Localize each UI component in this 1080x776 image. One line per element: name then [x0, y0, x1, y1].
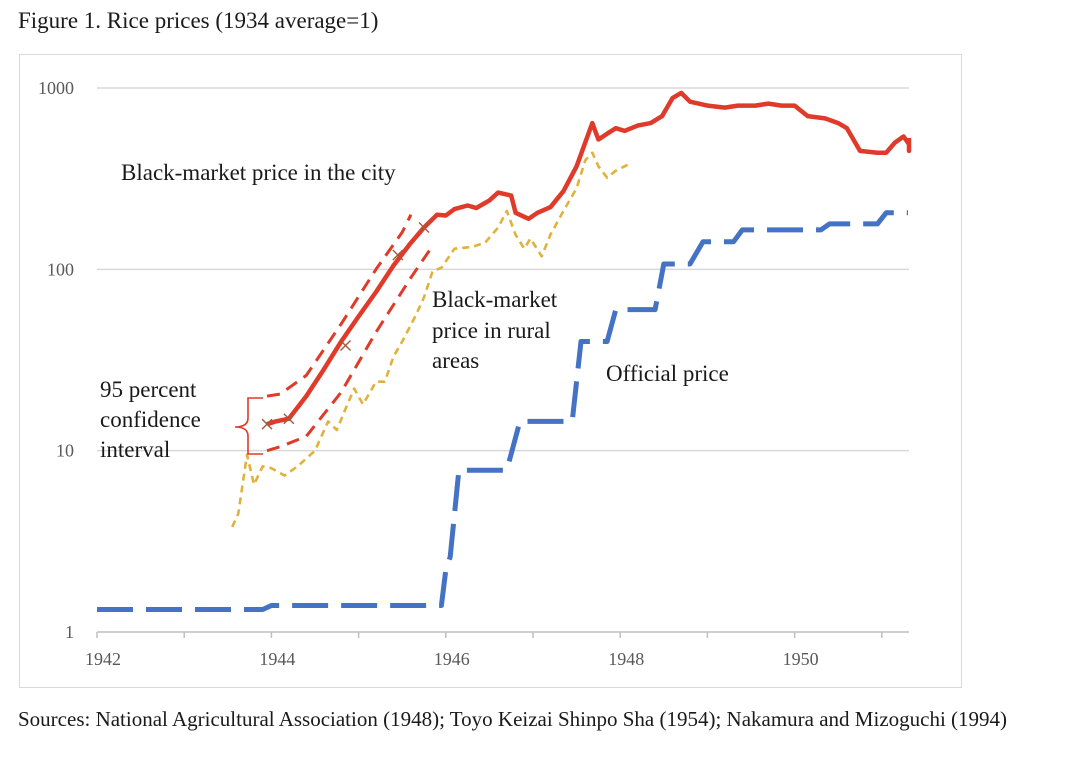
chart-frame [19, 54, 962, 688]
x-tick-label: 1942 [85, 649, 121, 669]
y-tick-label: 1000 [38, 78, 74, 98]
y-axis-ticks: 1 10 100 1000 [38, 78, 74, 642]
x-tick-label: 1946 [434, 649, 470, 669]
y-tick-label: 1 [65, 622, 74, 642]
rural-series-label-line-3: areas [432, 348, 479, 373]
marker-layer [261, 222, 430, 430]
figure-title: Figure 1. Rice prices (1934 average=1) [18, 8, 379, 33]
estimate-marker [261, 418, 273, 430]
series-layer [97, 90, 912, 612]
ci-label-line-3: interval [100, 437, 170, 462]
rural-series-label-line-2: price in rural [432, 318, 551, 343]
sources-note: Sources: National Agricultural Associati… [18, 707, 1008, 731]
y-tick-label: 100 [47, 259, 74, 279]
estimate-marker [418, 222, 430, 234]
ci-label-line-2: confidence [100, 407, 201, 432]
annotation-layer: Black-market price in the city Black-mar… [100, 160, 729, 462]
x-tick-label: 1948 [608, 649, 644, 669]
y-tick-label: 10 [56, 441, 74, 461]
city-series-label: Black-market price in the city [121, 160, 396, 185]
estimate-marker [392, 249, 404, 261]
x-tick-label: 1950 [783, 649, 819, 669]
x-tick-label: 1944 [259, 649, 295, 669]
series-line-95-percent-confidence-interval-1 [266, 214, 413, 398]
series-line-black-market-price-in-rural-areas [231, 151, 630, 528]
grid-layer [96, 87, 909, 638]
confidence-brace [234, 397, 263, 455]
rural-series-label-line-1: Black-market [432, 287, 558, 312]
series-line-official-price [97, 210, 908, 612]
ci-label-line-1: 95 percent [100, 377, 197, 402]
confidence-brace-shape [234, 397, 263, 455]
x-axis-ticks: 1942 1944 1946 1948 1950 [85, 649, 819, 669]
estimate-marker [340, 340, 352, 352]
series-line-black-market-price-in-the-city [266, 90, 912, 427]
series-line-95-percent-confidence-interval-2 [266, 244, 434, 453]
official-series-label: Official price [606, 361, 729, 386]
estimate-marker [283, 413, 295, 425]
